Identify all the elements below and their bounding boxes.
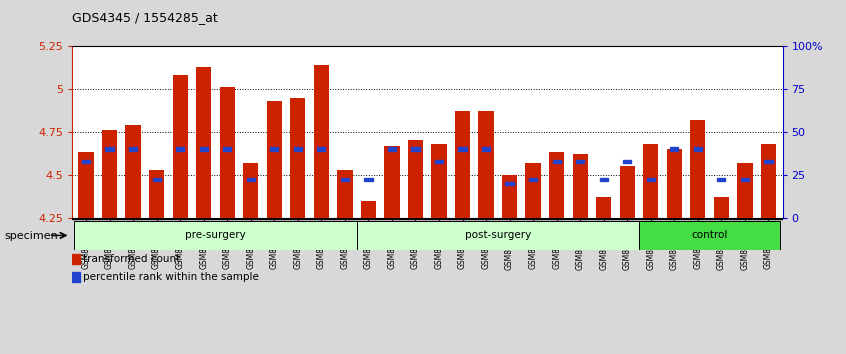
Bar <box>220 87 235 218</box>
Bar <box>266 101 282 218</box>
Bar <box>576 160 585 162</box>
Bar <box>72 254 80 264</box>
Bar <box>646 178 655 182</box>
Bar <box>243 163 258 218</box>
Bar <box>482 148 490 150</box>
Bar <box>106 148 113 150</box>
Bar <box>552 160 561 162</box>
Bar <box>549 153 564 218</box>
Bar <box>270 148 278 150</box>
Bar <box>357 221 639 250</box>
Bar <box>173 75 188 218</box>
Bar <box>223 148 231 150</box>
Bar <box>505 182 514 185</box>
Bar <box>365 178 372 182</box>
Bar <box>459 148 467 150</box>
Bar <box>764 160 772 162</box>
Bar <box>714 197 729 218</box>
Text: post-surgery: post-surgery <box>464 230 531 240</box>
Text: pre-surgery: pre-surgery <box>185 230 246 240</box>
Bar <box>478 111 494 218</box>
Bar <box>74 221 357 250</box>
Bar <box>737 163 753 218</box>
Bar <box>317 148 326 150</box>
Bar <box>694 148 702 150</box>
Bar <box>82 160 91 162</box>
Bar <box>341 178 349 182</box>
Bar <box>717 178 726 182</box>
Bar <box>294 148 302 150</box>
Text: transformed count: transformed count <box>83 254 180 264</box>
Text: control: control <box>691 230 728 240</box>
Text: GDS4345 / 1554285_at: GDS4345 / 1554285_at <box>72 11 217 24</box>
Bar <box>455 111 470 218</box>
Text: percentile rank within the sample: percentile rank within the sample <box>83 272 259 282</box>
Bar <box>596 197 612 218</box>
Bar <box>149 170 164 218</box>
Bar <box>247 178 255 182</box>
Bar <box>152 178 161 182</box>
Bar <box>102 130 118 218</box>
Bar <box>741 178 749 182</box>
Bar <box>79 153 94 218</box>
Bar <box>125 125 140 218</box>
Bar <box>690 120 706 218</box>
Bar <box>502 175 517 218</box>
Bar <box>667 149 682 218</box>
Bar <box>360 201 376 218</box>
Bar <box>176 148 184 150</box>
Bar <box>314 65 329 218</box>
Bar <box>72 272 80 282</box>
Text: specimen: specimen <box>4 231 58 241</box>
Bar <box>387 148 396 150</box>
Bar <box>643 144 658 218</box>
Bar <box>338 170 353 218</box>
Bar <box>129 148 137 150</box>
Bar <box>200 148 208 150</box>
Bar <box>639 221 780 250</box>
Bar <box>408 141 423 218</box>
Bar <box>384 145 399 218</box>
Bar <box>435 160 443 162</box>
Bar <box>529 178 537 182</box>
Bar <box>600 178 607 182</box>
Bar <box>761 144 776 218</box>
Bar <box>525 163 541 218</box>
Bar <box>573 154 588 218</box>
Bar <box>196 67 212 218</box>
Bar <box>431 144 447 218</box>
Bar <box>624 160 631 162</box>
Bar <box>411 148 420 150</box>
Bar <box>290 97 305 218</box>
Bar <box>619 166 634 218</box>
Bar <box>670 148 678 150</box>
